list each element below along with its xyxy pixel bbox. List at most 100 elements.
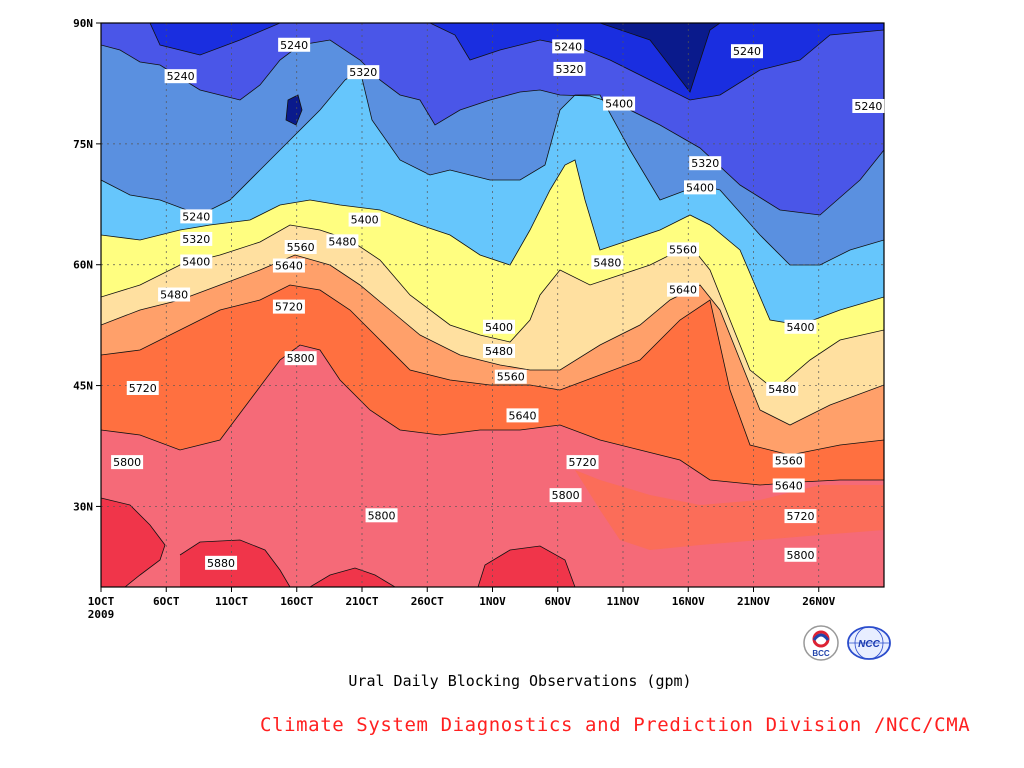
chart-title: Ural Daily Blocking Observations (gpm) <box>348 672 692 690</box>
contour-label-bg <box>591 255 624 270</box>
contour-label-bg <box>683 180 716 195</box>
contour-label-bg <box>772 478 805 493</box>
contour-label-bg <box>284 351 317 366</box>
contour-label-bg <box>284 239 317 254</box>
contour-label-bg <box>483 319 516 334</box>
contour-label: 5800 <box>287 352 315 365</box>
contour-labels: 5240 5240 5240 5240 5240 5320 5320 5400 5320 5400… <box>111 37 885 570</box>
contour-label: 5720 <box>129 382 157 395</box>
contour-label-bg <box>506 408 539 423</box>
ncc-logo: NCC <box>847 626 891 660</box>
contour-label-bg <box>180 254 213 269</box>
contour-label-bg <box>553 61 586 76</box>
contour-label: 5240 <box>733 45 761 58</box>
contour-label-bg <box>158 287 191 302</box>
contour-label: 5480 <box>160 289 188 302</box>
x-tick-label: 11OCT <box>215 595 248 608</box>
contour-label-bg <box>483 343 516 358</box>
contour-label: 5880 <box>207 557 235 570</box>
contour-label-bg <box>326 234 359 249</box>
contour-label: 5400 <box>351 214 379 227</box>
x-tick-label: 21OCT <box>345 595 378 608</box>
contour-label-bg <box>667 282 700 297</box>
x-tick-label: 1NOV <box>479 595 506 608</box>
credit-line: Climate System Diagnostics and Predictio… <box>260 714 971 736</box>
contour-label-bg <box>272 299 305 314</box>
contour-label: 5320 <box>349 66 377 79</box>
contour-label: 5320 <box>555 63 583 76</box>
y-tick-label: 60N <box>73 259 93 272</box>
contour-label-bg <box>164 69 197 84</box>
contour-label: 5560 <box>497 371 525 384</box>
contour-label: 5480 <box>485 345 513 358</box>
x-tick-label: 6OCT <box>153 595 180 608</box>
contour-label: 5800 <box>368 509 396 522</box>
x-tick-label: 16NOV <box>672 595 705 608</box>
contour-label: 5400 <box>182 255 210 268</box>
bcc-logo: BCC <box>803 625 839 661</box>
x-tick-label: 26NOV <box>802 595 835 608</box>
contour-label: 5800 <box>786 549 814 562</box>
contour-label-bg <box>347 65 380 80</box>
contour-label: 5320 <box>691 157 719 170</box>
contour-label: 5400 <box>786 321 814 334</box>
contour-label: 5720 <box>569 456 597 469</box>
x-tick-label: 11NOV <box>606 595 639 608</box>
contour-label: 5640 <box>275 260 303 273</box>
contour-label: 5400 <box>485 321 513 334</box>
contour-label-bg <box>272 258 305 273</box>
x-tick-label: 16OCT <box>280 595 313 608</box>
contour-label-bg <box>772 453 805 468</box>
contour-label-bg <box>111 455 144 470</box>
contour-label: 5720 <box>275 301 303 314</box>
x-tick-label: 6NOV <box>545 595 572 608</box>
x-tick-label: 21NOV <box>737 595 770 608</box>
ncc-logo-text: NCC <box>858 639 880 650</box>
contour-label: 5560 <box>669 243 697 256</box>
contour-label-bg <box>205 555 238 570</box>
contour-label: 5240 <box>182 210 210 223</box>
y-axis: 90N 75N 60N 45N 30N <box>73 17 101 513</box>
contour-label-bg <box>126 380 159 395</box>
x-tick-label: 1OCT <box>88 595 115 608</box>
contour-label: 5640 <box>509 409 537 422</box>
contour-label: 5640 <box>669 284 697 297</box>
contour-label-bg <box>348 212 381 227</box>
contour-label-bg <box>689 156 722 171</box>
contour-label: 5560 <box>775 455 803 468</box>
contour-label: 5800 <box>552 489 580 502</box>
contour-label: 5400 <box>605 98 633 111</box>
contour-label: 5720 <box>786 510 814 523</box>
band-5960 <box>101 498 165 587</box>
contour-label: 5240 <box>554 40 582 53</box>
x-year-label: 2009 <box>88 608 115 621</box>
contour-label-bg <box>180 231 213 246</box>
contour-label: 5240 <box>167 70 195 83</box>
contour-label-bg <box>552 39 585 54</box>
contour-label-bg <box>365 508 398 523</box>
contour-label: 5240 <box>854 100 882 113</box>
contour-label-bg <box>784 319 817 334</box>
contour-label-bg <box>566 455 599 470</box>
contour-label: 5480 <box>328 235 356 248</box>
contour-label: 5640 <box>775 479 803 492</box>
band-5160-pocket <box>286 95 302 125</box>
contour-label-bg <box>766 381 799 396</box>
contour-label: 5320 <box>182 233 210 246</box>
band-5960 <box>478 546 575 587</box>
y-tick-label: 30N <box>73 500 93 513</box>
contour-label-bg <box>278 37 311 52</box>
x-tick-label: 26OCT <box>411 595 444 608</box>
contour-label: 5480 <box>768 383 796 396</box>
contour-label-bg <box>667 242 700 257</box>
contour-label-bg <box>784 509 817 524</box>
x-axis: 1OCT 6OCT 11OCT 16OCT 21OCT 26OCT 1NOV 6NOV 11NO… <box>88 587 836 621</box>
contour-label: 5400 <box>686 181 714 194</box>
contour-label-bg <box>603 96 636 111</box>
contour-label-bg <box>852 98 885 113</box>
bcc-logo-text: BCC <box>812 649 830 658</box>
contour-label: 5800 <box>113 456 141 469</box>
contour-label: 5240 <box>280 39 308 52</box>
contour-label-bg <box>784 547 817 562</box>
